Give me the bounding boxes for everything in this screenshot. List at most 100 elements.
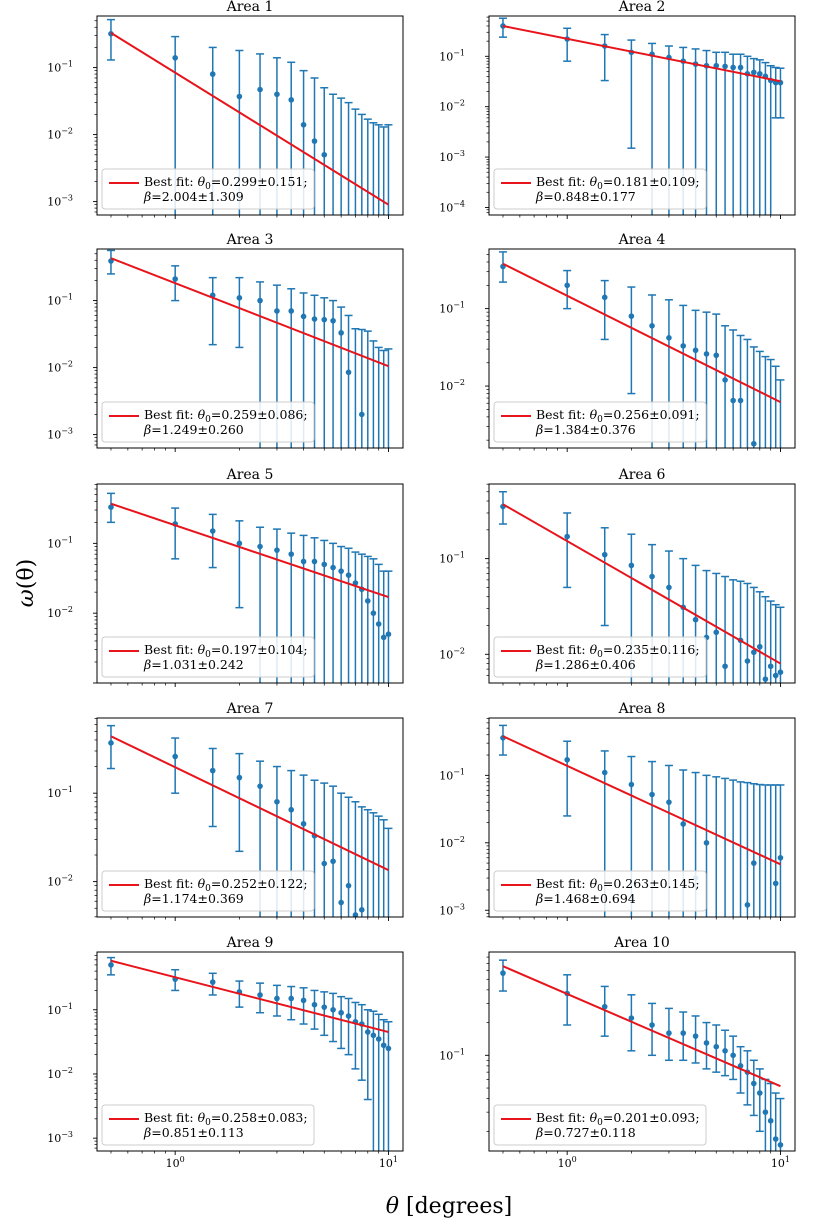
x-axis-label-unit: [degrees] [406,1194,512,1219]
data-point [703,1040,710,1046]
legend-line-1: Best fit: θ0=0.181±0.109; [536,174,700,192]
y-tick-label-exponent: −1 [61,535,73,544]
legend-line-1: Best fit: θ0=0.299±0.151; [144,174,308,192]
legend-beta-value: =1.286±0.406 [543,657,636,672]
data-point [772,1136,779,1142]
legend-beta-value: =0.848±0.177 [543,189,636,204]
legend-beta-value: =1.174±0.369 [151,891,244,906]
data-point [236,540,243,547]
legend-line-1: Best fit: θ0=0.259±0.086; [144,407,308,425]
fit-line [110,735,389,871]
data-point [744,902,751,908]
data-point [370,1032,377,1039]
legend-line-2: β=1.249±0.260 [143,422,244,437]
legend-beta-value: =1.031±0.242 [151,657,244,672]
legend-box [101,401,315,443]
y-tick-label-exponent: −2 [61,127,73,136]
axes-frame [488,717,796,918]
x-tick-label-exponent: 0 [572,1155,577,1164]
legend-theta-value: =0.235±0.116; [603,642,700,657]
fit-line [502,262,781,404]
legend-theta-subscript: 0 [597,650,603,660]
data-point [172,55,178,61]
legend-prefix: Best fit: [536,1110,586,1125]
data-point [311,138,318,144]
legend-beta-value: =1.384±0.376 [543,422,636,437]
data-point [649,573,655,580]
data-point [338,1009,344,1016]
legend-theta-symbol: θ [590,642,598,657]
legend-theta-value: =0.252±0.122; [211,876,308,891]
y-tick-label-exponent: −3 [453,149,465,158]
legend-theta-value: =0.256±0.091; [603,407,700,422]
legend-box [101,168,315,210]
data-point [257,86,263,93]
y-tick-label-base: 10 [47,1068,61,1081]
y-tick-label: 10−3 [47,194,73,209]
x-axis-label: θ [degrees] [386,1194,512,1219]
data-point [680,821,687,827]
data-point [500,970,506,976]
fit-line [502,24,781,83]
y-tick-label-base: 10 [47,1004,61,1017]
data-point [288,97,295,103]
y-tick-label-base: 10 [47,62,61,75]
subplot-title: Area 4 [618,232,666,248]
legend-theta-symbol: θ [198,1110,206,1125]
y-tick-label-base: 10 [47,876,61,889]
legend: Best fit: θ0=0.201±0.093;β=0.727±0.118 [493,1104,707,1146]
y-tick-label-base: 10 [439,50,453,63]
y-tick-label-base: 10 [439,303,453,316]
data-point [257,297,263,304]
legend-beta-value: =1.249±0.260 [151,422,244,437]
data-point [338,899,344,906]
data-point [321,1004,328,1010]
subplot-title: Area 9 [226,935,274,951]
data-point [751,860,757,866]
data-point [300,558,307,565]
legend-line-2: β=0.851±0.113 [143,1125,244,1140]
data-point [288,551,295,557]
data-point [345,882,352,889]
axes-frame [96,15,404,216]
y-tick-label: 10−1 [439,48,465,63]
data-point [703,839,710,846]
axes-frame [488,483,796,684]
x-axis-label-theta: θ [386,1194,399,1219]
data-point [364,598,371,604]
data-point [649,791,655,798]
y-tick-label-base: 10 [439,553,453,566]
y-tick-label-exponent: −1 [61,785,73,794]
legend: Best fit: θ0=0.197±0.104;β=1.031±0.242 [101,636,315,678]
data-point [236,295,243,301]
y-tick-label-exponent: −1 [453,301,465,310]
y-tick-label: 10−3 [439,902,465,917]
legend-theta-symbol: θ [590,876,598,891]
y-tick-label-exponent: −2 [61,360,73,369]
data-point [744,658,751,664]
data-point [172,753,178,760]
y-tick-label-base: 10 [47,607,61,620]
legend-box [101,636,315,678]
legend-theta-subscript: 0 [205,415,211,425]
legend-beta-value: =1.468±0.694 [543,891,636,906]
legend-prefix: Best fit: [536,174,586,189]
y-tick-label-base: 10 [439,101,453,114]
y-tick-label: 10−1 [47,535,73,550]
y-tick-label: 10−1 [47,785,73,800]
legend-line-1: Best fit: θ0=0.197±0.104; [144,642,308,660]
legend-theta-subscript: 0 [597,884,603,894]
y-tick-label-exponent: −3 [61,1130,73,1139]
axes-frame [96,717,404,918]
legend-theta-subscript: 0 [597,1118,603,1128]
data-point [274,91,280,98]
data-point [722,663,728,670]
data-point [321,316,328,323]
legend-theta-symbol: θ [198,642,206,657]
legend-beta-value: =0.851±0.113 [151,1125,244,1140]
legend-beta-symbol: β [535,1125,543,1140]
data-point [345,369,352,376]
